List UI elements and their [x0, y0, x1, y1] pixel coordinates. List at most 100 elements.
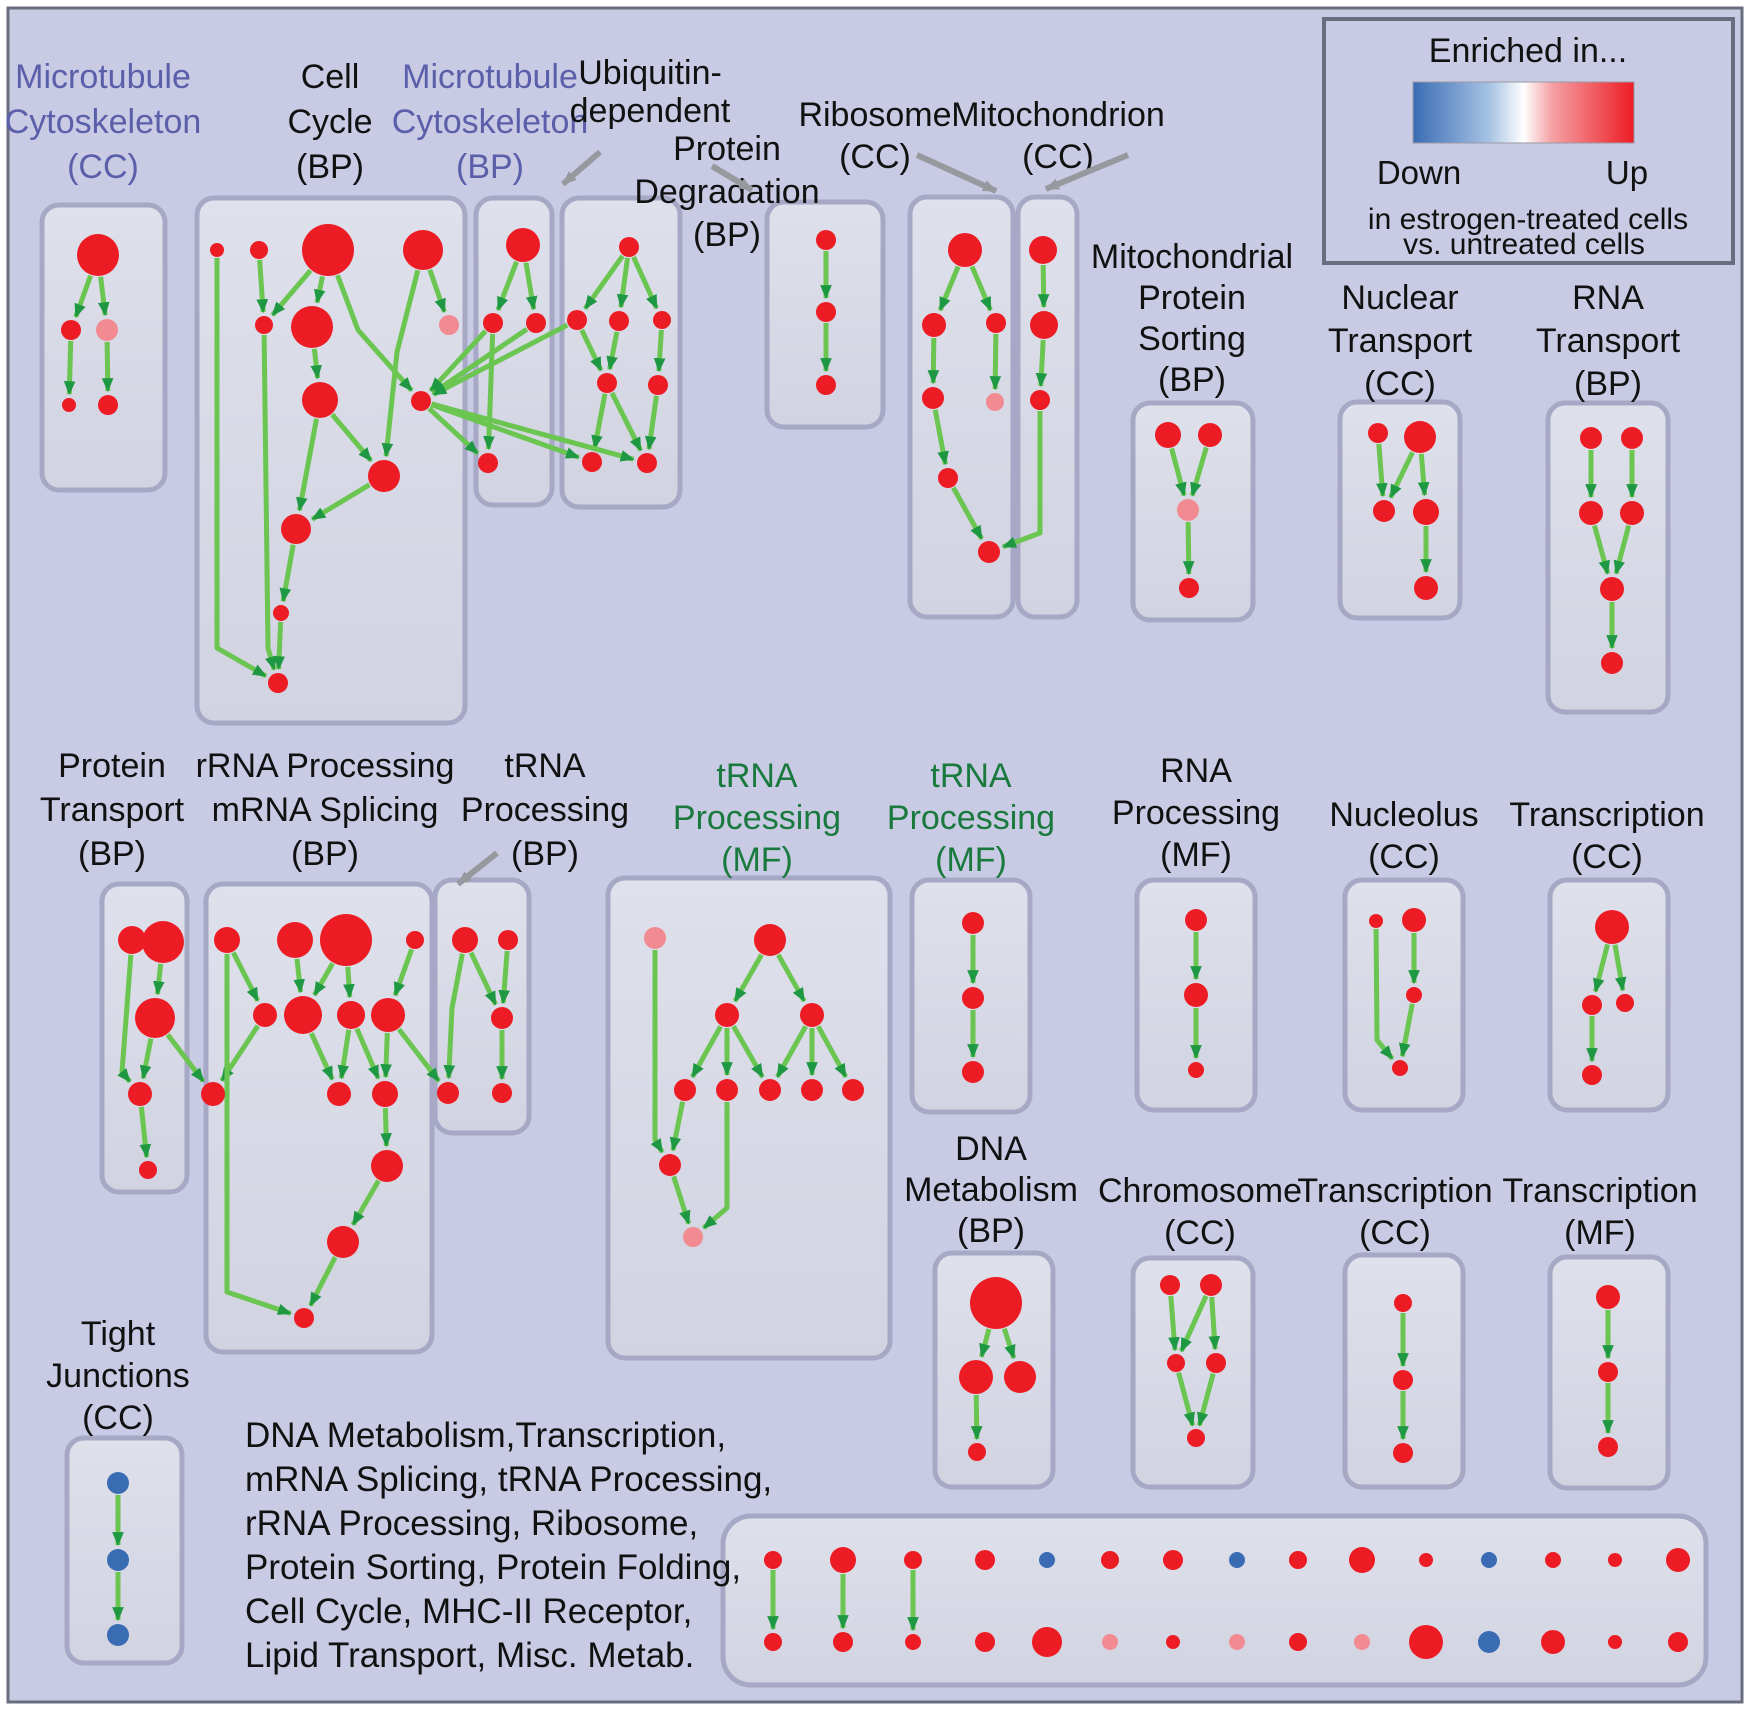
group-label-transcription-mf-line-1: (MF): [1564, 1214, 1636, 1252]
go-term-node-o3: [1406, 987, 1422, 1003]
group-label-rrna-processing-mrna-splicing-bp-line-1: mRNA Splicing: [212, 791, 439, 829]
go-term-node-h4: [1206, 1353, 1226, 1373]
hierarchy-edge-c8-c11: [296, 418, 319, 512]
go-term-node-k3: [107, 1624, 129, 1646]
ubiquitin-right-pointer: [710, 163, 754, 193]
go-term-node-u8: [637, 453, 657, 473]
go-term-node-m1: [77, 234, 119, 276]
go-term-node-tb5: [492, 1083, 512, 1103]
hierarchy-edge-c12-c13: [273, 621, 285, 671]
group-label-cell-cycle-bp-line-1: Cycle: [287, 103, 372, 141]
go-term-node-a12t: [1481, 1552, 1497, 1568]
go-term-node-w4: [406, 931, 424, 949]
hierarchy-edge-r4-r6: [932, 409, 949, 466]
go-term-node-m5: [98, 395, 118, 415]
hierarchy-edge-u5-u7: [591, 393, 608, 450]
go-term-node-a8b: [1229, 1634, 1245, 1650]
go-term-node-m2: [61, 320, 81, 340]
go-term-node-t2: [483, 313, 503, 333]
go-term-node-w1: [214, 927, 240, 953]
group-label-dna-metabolism-bp-line-2: (BP): [957, 1212, 1025, 1250]
go-term-node-a4b: [975, 1632, 995, 1652]
go-term-node-c5: [255, 316, 273, 334]
hierarchy-edge-w12-w13: [350, 1179, 381, 1226]
go-term-node-a15b: [1668, 1632, 1688, 1652]
cross-edge-u2-c9: [432, 322, 569, 397]
group-label-trna-processing-mf-large-line-0: tRNA: [716, 757, 798, 795]
hierarchy-edge-r1-r2: [937, 265, 961, 312]
go-term-node-u4: [653, 311, 671, 329]
go-term-node-a3b: [905, 1634, 921, 1650]
go-term-node-q4: [1620, 501, 1644, 525]
group-label-microtubule-cytoskeleton-bp-line-2: (BP): [456, 148, 524, 186]
go-term-node-w3: [320, 914, 372, 966]
group-label-protein-transport-bp-line-2: (BP): [78, 835, 146, 873]
go-term-node-c10: [368, 460, 400, 492]
hierarchy-edge-c1-c13: [214, 258, 268, 679]
go-term-node-j3: [1598, 1437, 1618, 1457]
hierarchy-edge-n2-n3: [1388, 451, 1415, 499]
go-term-node-u2: [567, 310, 587, 330]
go-term-node-w7: [284, 996, 322, 1034]
go-term-node-h2: [1200, 1274, 1222, 1296]
group-box-tight-junctions-cc: [64, 1435, 185, 1666]
go-term-node-h3: [1167, 1354, 1185, 1372]
go-term-node-y3: [962, 1061, 984, 1083]
ribosome-pointer: [915, 152, 998, 194]
group-label-ribosome-cc-line-0: Ribosome: [798, 96, 951, 134]
hierarchy-edge-s1-s3: [1612, 944, 1627, 992]
ubiquitin-left-pointer: [561, 149, 602, 187]
go-term-node-d1: [970, 1277, 1022, 1329]
hierarchy-edge-v3-v4: [139, 1038, 154, 1080]
cross-edge-c9-t4: [427, 406, 480, 456]
go-term-node-c6: [291, 306, 333, 348]
hierarchy-edge-h2-h3: [1179, 1294, 1209, 1353]
go-term-node-m3: [96, 319, 118, 341]
hierarchy-edge-u1-u4: [631, 255, 659, 310]
group-label-transcription-cc-bottom-line-1: (CC): [1359, 1214, 1431, 1252]
group-box-cell-cycle-bp: [194, 195, 468, 726]
go-term-node-r7: [978, 541, 1000, 563]
go-term-node-m4: [62, 398, 76, 412]
group-label-microtubule-cytoskeleton-cc-line-0: Microtubule: [15, 58, 191, 96]
group-label-trna-processing-bp-line-0: tRNA: [504, 747, 586, 785]
hierarchy-edge-r1-r3: [969, 265, 993, 312]
group-label-rna-transport-bp-line-1: Transport: [1536, 322, 1681, 360]
hierarchy-edge-c8-c10: [330, 412, 374, 463]
go-term-node-u1: [619, 237, 639, 257]
group-box-trna-processing-mf-large: [605, 875, 893, 1361]
go-term-node-v1: [118, 926, 146, 954]
group-box-rrna-processing-mrna-splicing-bp: [203, 881, 435, 1355]
group-label-chromosome-cc-line-0: Chromosome: [1098, 1172, 1302, 1210]
go-term-node-p1: [1155, 422, 1181, 448]
go-term-node-o2: [1402, 908, 1426, 932]
go-term-node-t4: [478, 453, 498, 473]
hierarchy-edge-x4-x7: [775, 1025, 808, 1079]
go-term-node-tb1: [452, 927, 478, 953]
go-term-node-a8t: [1229, 1552, 1245, 1568]
group-label-rrna-processing-mrna-splicing-bp-line-0: rRNA Processing: [196, 747, 455, 785]
go-term-node-s3: [1616, 994, 1634, 1012]
cross-edge-t2-c9: [428, 329, 488, 393]
cross-edge-c9-u8: [430, 401, 635, 462]
note-line-3: rRNA Processing, Ribosome,: [245, 1504, 698, 1543]
hierarchy-edge-w3-w8: [343, 966, 355, 999]
go-term-node-x11: [683, 1227, 703, 1247]
hierarchy-edge-x2-x3: [732, 953, 764, 1003]
group-label-nuclear-transport-cc-line-2: (CC): [1364, 365, 1436, 403]
group-label-nucleolus-cc-line-0: Nucleolus: [1329, 796, 1478, 834]
cross-edge-v3-w5: [165, 1033, 206, 1083]
hierarchy-edge-c6-c8: [310, 348, 323, 380]
go-term-node-tb2: [498, 930, 518, 950]
group-label-transcription-cc-middle-line-0: Transcription: [1509, 796, 1704, 834]
hierarchy-edge-p2-p3: [1189, 446, 1209, 497]
go-term-node-a1t: [764, 1551, 782, 1569]
legend-subtitle-2: vs. untreated cells: [1403, 228, 1645, 261]
hierarchy-edge-w11-w12: [380, 1107, 392, 1148]
go-term-node-t1: [506, 228, 540, 262]
group-box-mixed-terms-strip: [720, 1513, 1709, 1688]
cross-edge-w9-tb4: [396, 1027, 441, 1083]
go-term-node-c8: [302, 382, 338, 418]
cross-edge-g3-r7: [1001, 411, 1043, 550]
group-box-mitochondrion-cc: [1015, 194, 1080, 620]
